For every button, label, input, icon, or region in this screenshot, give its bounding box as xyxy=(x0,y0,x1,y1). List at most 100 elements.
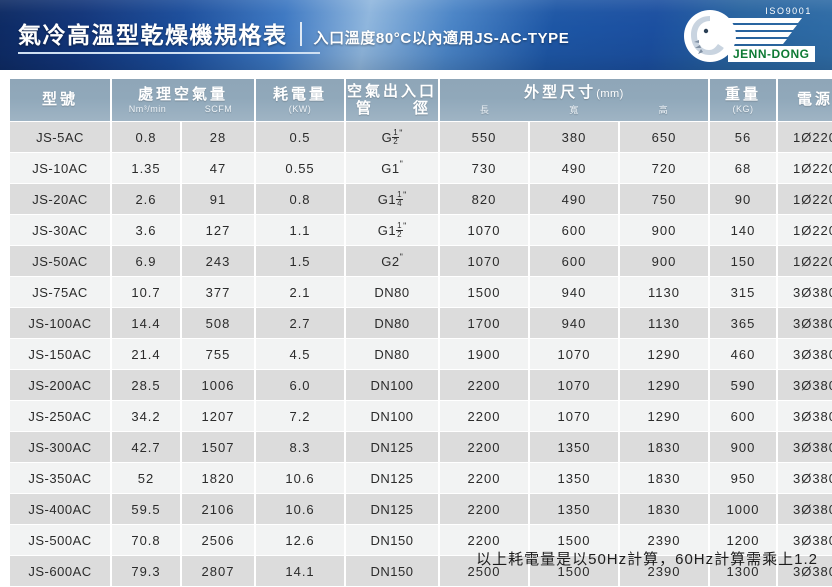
cell-air-volume-nm3: 79.3 xyxy=(112,556,180,586)
cell-power-supply: 3Ø380 xyxy=(778,401,832,431)
cell-air-volume-scfm: 377 xyxy=(182,277,255,307)
cell-dimension-height: 900 xyxy=(620,246,709,276)
cell-pipe-diameter: G1 1 4 " xyxy=(346,184,439,214)
pipe-diameter-value: DN150 xyxy=(370,563,414,579)
pipe-diameter-value: DN125 xyxy=(370,470,414,486)
table-body: JS-5AC0.8280.5G12"550380650561Ø220JS-10A… xyxy=(10,122,832,586)
cell-dimension-width: 940 xyxy=(530,277,619,307)
cell-pipe-diameter: G1 " xyxy=(346,153,439,183)
pipe-diameter-value: DN100 xyxy=(370,408,414,424)
column-header-power-consumption: 耗電量 (KW) xyxy=(256,79,345,121)
cell-power-consumption: 8.3 xyxy=(256,432,345,462)
cell-pipe-diameter: DN80 xyxy=(346,277,439,307)
cell-dimension-length: 2200 xyxy=(440,401,529,431)
cell-model: JS-50AC xyxy=(10,246,110,276)
cell-power-consumption: 12.6 xyxy=(256,525,345,555)
cell-dimension-length: 2200 xyxy=(440,494,529,524)
cell-dimension-height: 650 xyxy=(620,122,709,152)
inch-mark: " xyxy=(403,221,407,231)
column-header-air-volume-label: 處理空氣量 xyxy=(138,85,229,103)
table-row: JS-200AC 28.5 1006 6.0 DN100 2200 1070 1290 590 3… xyxy=(10,370,832,400)
cell-dimension-length: 820 xyxy=(440,184,529,214)
cell-weight: 315 xyxy=(710,277,777,307)
cell-power-consumption: 10.6 xyxy=(256,463,345,493)
cell-weight: 460 xyxy=(710,339,777,369)
pipe-diameter-value: DN80 xyxy=(374,284,410,300)
table-row: JS-250AC 34.2 1207 7.2 DN100 2200 1070 1290 600 3… xyxy=(10,401,832,431)
table-row: JS-300AC 42.7 1507 8.3 DN125 2200 1350 1830 900 3… xyxy=(10,432,832,462)
cell-air-volume-nm3: 70.8 xyxy=(112,525,180,555)
cell-weight: 950 xyxy=(710,463,777,493)
table-header: 型號 處理空氣量 Nm³/min SCFM 耗電量 (KW) 空氣出入口 管 徑 xyxy=(10,79,832,121)
column-header-model: 型號 xyxy=(10,79,110,121)
cell-power-consumption: 10.6 xyxy=(256,494,345,524)
cell-pipe-diameter: DN100 xyxy=(346,370,439,400)
pipe-label-guan: 管 xyxy=(356,100,372,117)
cell-dimension-length: 730 xyxy=(440,153,529,183)
pipe-diameter-value: DN125 xyxy=(370,501,414,517)
cell-model: JS-350AC xyxy=(10,463,110,493)
cell-model: JS-20AC xyxy=(10,184,110,214)
cell-weight: 900 xyxy=(710,432,777,462)
column-header-air-volume: 處理空氣量 Nm³/min SCFM xyxy=(112,79,255,121)
column-header-model-label: 型號 xyxy=(41,91,78,109)
cell-dimension-height: 1290 xyxy=(620,339,709,369)
cell-air-volume-nm3: 0.8 xyxy=(112,122,180,152)
unit-nm3min: Nm³/min xyxy=(128,104,167,115)
cell-weight: 1200 xyxy=(710,525,777,555)
cell-weight: 90 xyxy=(710,184,777,214)
cell-power-supply: 3Ø380 xyxy=(778,525,832,555)
cell-air-volume-scfm: 91 xyxy=(182,184,255,214)
cell-weight: 590 xyxy=(710,370,777,400)
cell-dimension-height: 1130 xyxy=(620,277,709,307)
pipe-diameter-value: G1 " xyxy=(381,159,403,176)
cell-power-supply: 1Ø220 xyxy=(778,184,832,214)
cell-pipe-diameter: DN80 xyxy=(346,339,439,369)
pipe-diameter-value: G1 1 4 " xyxy=(377,189,407,208)
dimension-height-label: 高 xyxy=(658,104,669,115)
cell-power-consumption: 7.2 xyxy=(256,401,345,431)
cell-dimension-width: 600 xyxy=(530,215,619,245)
cell-model: JS-100AC xyxy=(10,308,110,338)
cell-pipe-diameter: DN125 xyxy=(346,463,439,493)
cell-pipe-diameter: G 1 2 " xyxy=(346,122,439,152)
column-header-pipe-diameter: 空氣出入口 管 徑 xyxy=(346,79,439,121)
cell-air-volume-scfm: 243 xyxy=(182,246,255,276)
table-row: JS-500AC 70.8 2506 12.6 DN150 2200 1500 2390 120… xyxy=(10,525,832,555)
column-header-pipe-diameter-line1: 空氣出入口 xyxy=(347,82,438,100)
cell-air-volume-scfm: 1507 xyxy=(182,432,255,462)
dimensions-unit: (mm) xyxy=(596,88,624,101)
cell-power-consumption: 4.5 xyxy=(256,339,345,369)
cell-dimension-height: 2390 xyxy=(620,525,709,555)
cell-power-supply: 3Ø380 xyxy=(778,463,832,493)
dimensions-text: 外型尺寸 xyxy=(524,84,597,102)
cell-model: JS-600AC xyxy=(10,556,110,586)
cell-dimension-width: 1070 xyxy=(530,401,619,431)
cell-dimension-width: 940 xyxy=(530,308,619,338)
cell-power-supply: 3Ø380 xyxy=(778,494,832,524)
table-row: JS-400AC 59.5 2106 10.6 DN125 2200 1350 1830 100… xyxy=(10,494,832,524)
pipe-diameter-value: DN150 xyxy=(370,532,414,548)
banner-text-group: 氣冷高溫型乾燥機規格表 入口溫度80°C以內適用JS-AC-TYPE xyxy=(18,16,569,50)
column-header-dimensions-label: 外型尺寸(mm) xyxy=(440,84,708,101)
cell-power-supply: 3Ø380 xyxy=(778,432,832,462)
cell-air-volume-scfm: 47 xyxy=(182,153,255,183)
cell-power-supply: 1Ø220 xyxy=(778,246,832,276)
pipe-diameter-value: DN125 xyxy=(370,439,414,455)
cell-dimension-height: 1830 xyxy=(620,432,709,462)
cell-dimension-length: 2200 xyxy=(440,525,529,555)
cell-dimension-height: 750 xyxy=(620,184,709,214)
cell-pipe-diameter: DN150 xyxy=(346,556,439,586)
cell-air-volume-nm3: 21.4 xyxy=(112,339,180,369)
column-header-air-volume-units: Nm³/min SCFM xyxy=(112,104,254,114)
cell-air-volume-nm3: 42.7 xyxy=(112,432,180,462)
page-banner: 氣冷高溫型乾燥機規格表 入口溫度80°C以內適用JS-AC-TYPE ISO90… xyxy=(0,0,832,70)
cell-dimension-width: 490 xyxy=(530,153,619,183)
cell-air-volume-nm3: 3.6 xyxy=(112,215,180,245)
